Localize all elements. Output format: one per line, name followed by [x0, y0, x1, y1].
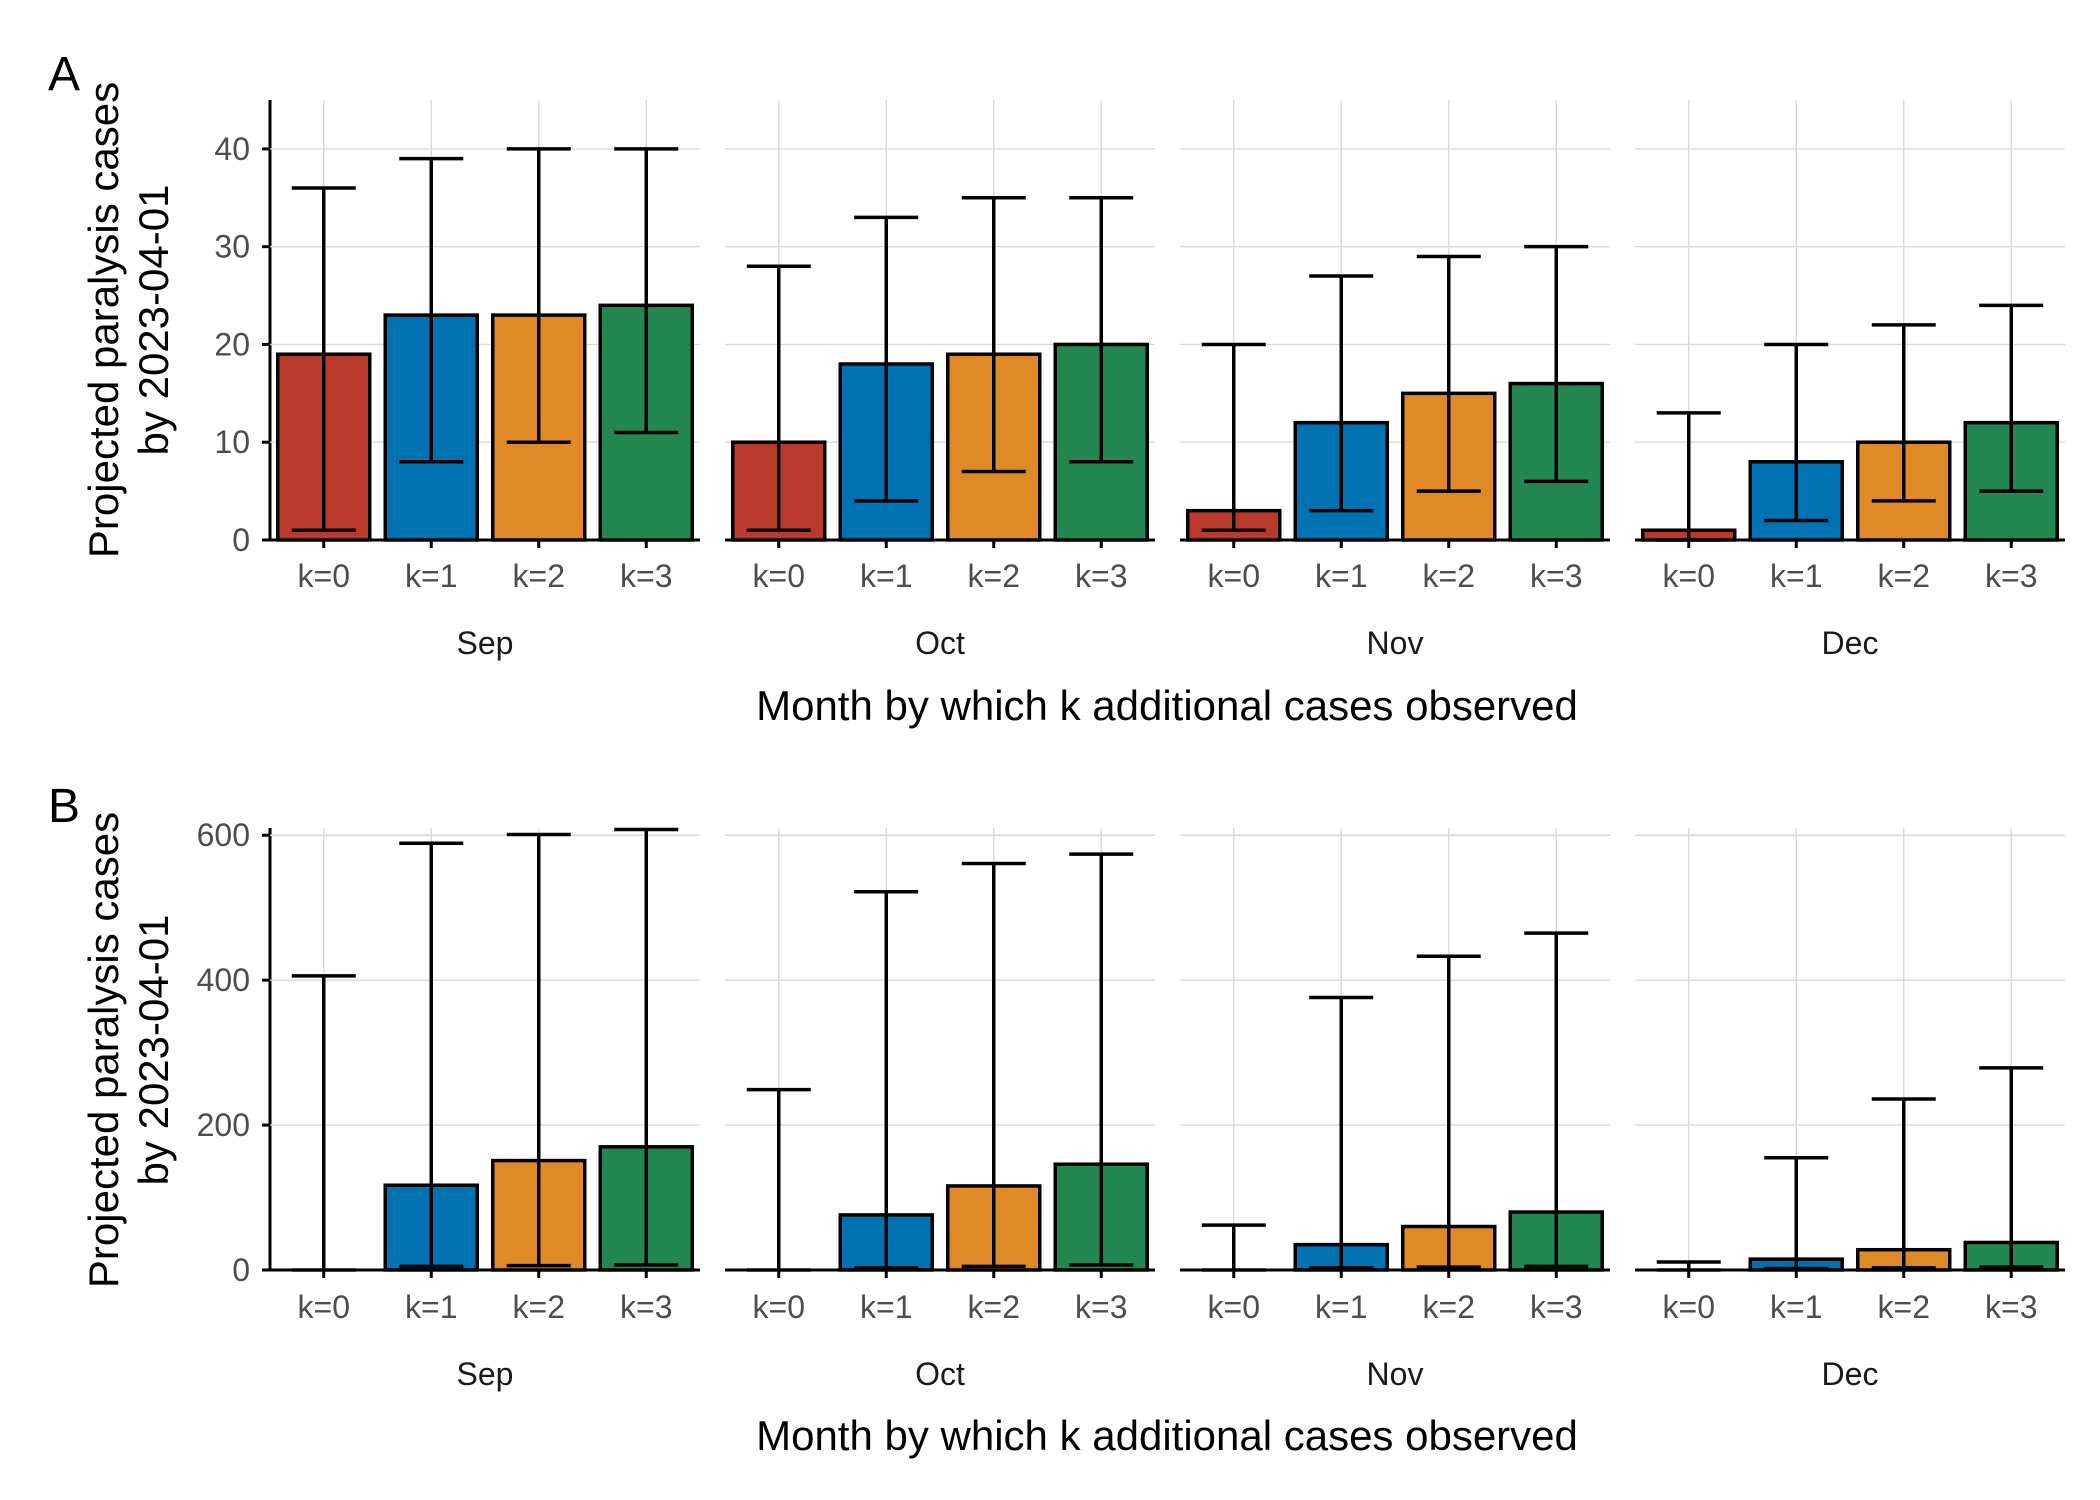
facet-oct: k=0 k=1 k=2 k=3 Oct [725, 100, 1155, 661]
y-tick-label: 0 [232, 1252, 250, 1288]
x-tick-label: k=0 [298, 1289, 350, 1325]
facet-strip-label: Nov [1367, 1356, 1424, 1392]
facet-nov: k=0 k=1 k=2 k=3 Nov [1180, 828, 1610, 1392]
facet-oct: k=0 k=1 k=2 k=3 Oct [725, 828, 1155, 1392]
x-tick-label: k=0 [1208, 1289, 1260, 1325]
y-tick-label: 10 [214, 424, 250, 460]
x-tick-label: k=3 [620, 1289, 672, 1325]
x-tick-label: k=1 [860, 558, 912, 594]
y-tick-label: 30 [214, 229, 250, 265]
x-tick-label: k=3 [1530, 1289, 1582, 1325]
facet-sep: k=0 k=1 k=2 k=3 Sep [270, 100, 700, 661]
x-tick-label: k=1 [405, 558, 457, 594]
facet-strip-label: Dec [1822, 625, 1879, 661]
x-tick-label: k=1 [1315, 558, 1367, 594]
y-tick-label: 400 [197, 962, 250, 998]
x-tick-label: k=0 [1208, 558, 1260, 594]
x-tick-label: k=1 [405, 1289, 457, 1325]
facet-dec: k=0 k=1 k=2 k=3 Dec [1635, 100, 2065, 661]
facet-nov: k=0 k=1 k=2 k=3 Nov [1180, 100, 1610, 661]
x-tick-label: k=3 [1985, 558, 2037, 594]
x-tick-label: k=2 [1423, 558, 1475, 594]
x-tick-label: k=3 [1075, 1289, 1127, 1325]
facet-strip-label: Sep [457, 625, 514, 661]
y-axis-title-line-1: Projected paralysis cases [80, 812, 127, 1288]
y-tick-label: 20 [214, 326, 250, 362]
y-axis-title-line-1: Projected paralysis cases [80, 82, 127, 558]
x-tick-label: k=1 [1770, 558, 1822, 594]
x-tick-label: k=0 [753, 1289, 805, 1325]
x-tick-label: k=0 [1663, 1289, 1715, 1325]
x-tick-label: k=1 [1770, 1289, 1822, 1325]
facet-strip-label: Sep [457, 1356, 514, 1392]
x-tick-label: k=0 [753, 558, 805, 594]
x-tick-label: k=3 [1530, 558, 1582, 594]
y-tick-label: 0 [232, 522, 250, 558]
x-axis-title: Month by which k additional cases observ… [756, 1412, 1578, 1459]
x-tick-label: k=2 [513, 1289, 565, 1325]
facet-strip-label: Oct [915, 1356, 965, 1392]
x-tick-label: k=3 [620, 558, 672, 594]
y-axis-title-line-2: by 2023-04-01 [130, 915, 177, 1186]
x-tick-label: k=2 [968, 558, 1020, 594]
x-tick-label: k=0 [1663, 558, 1715, 594]
facet-dec: k=0 k=1 k=2 k=3 Dec [1635, 828, 2065, 1392]
facet-strip-label: Nov [1367, 625, 1424, 661]
x-tick-label: k=2 [513, 558, 565, 594]
x-tick-label: k=3 [1985, 1289, 2037, 1325]
facet-strip-label: Oct [915, 625, 965, 661]
y-tick-label: 600 [197, 817, 250, 853]
x-tick-label: k=2 [1878, 1289, 1930, 1325]
x-tick-label: k=1 [860, 1289, 912, 1325]
y-tick-label: 40 [214, 131, 250, 167]
x-tick-label: k=1 [1315, 1289, 1367, 1325]
facet-sep: k=0 k=1 k=2 k=3 Sep [270, 827, 700, 1392]
x-tick-label: k=0 [298, 558, 350, 594]
x-tick-label: k=2 [1878, 558, 1930, 594]
panel-tag: A [48, 48, 80, 101]
x-tick-label: k=3 [1075, 558, 1127, 594]
facet-strip-label: Dec [1822, 1356, 1879, 1392]
y-axis-title-line-2: by 2023-04-01 [130, 185, 177, 456]
x-axis-title: Month by which k additional cases observ… [756, 682, 1578, 729]
x-tick-label: k=2 [968, 1289, 1020, 1325]
y-tick-label: 200 [197, 1107, 250, 1143]
x-tick-label: k=2 [1423, 1289, 1475, 1325]
panel-tag: B [48, 780, 80, 833]
